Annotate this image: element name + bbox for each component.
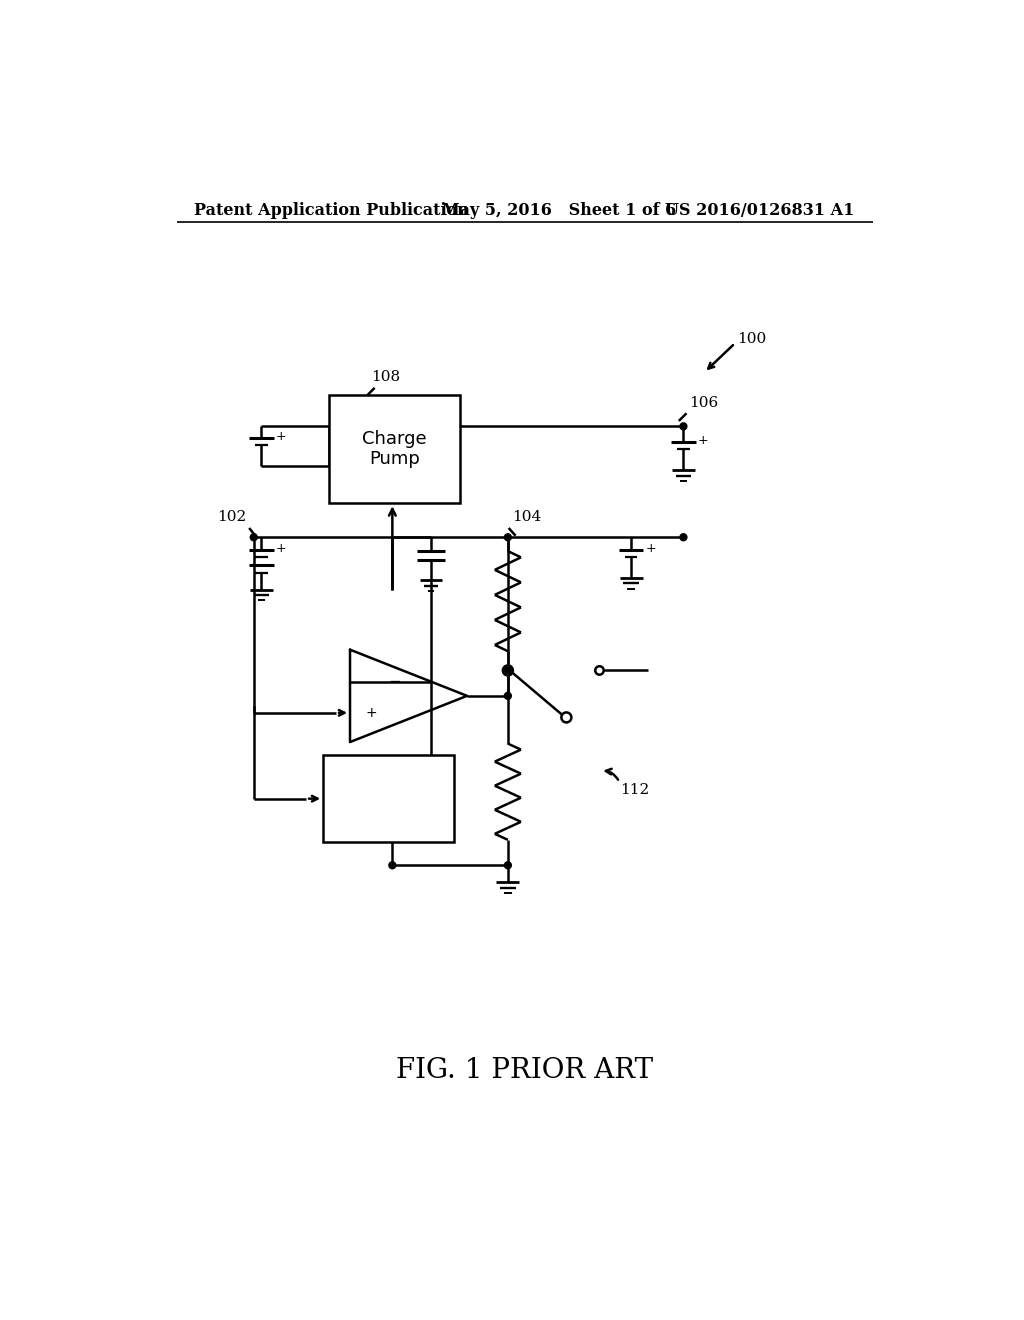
Bar [330, 395, 460, 503]
Circle shape [680, 422, 687, 430]
Text: +: + [698, 434, 709, 446]
Circle shape [250, 533, 257, 541]
Text: Patent Application Publication: Patent Application Publication [195, 202, 469, 219]
Circle shape [503, 665, 513, 676]
Text: Charge
Pump: Charge Pump [362, 430, 427, 469]
Circle shape [505, 667, 511, 675]
Text: +: + [276, 430, 287, 444]
Text: May 5, 2016   Sheet 1 of 6: May 5, 2016 Sheet 1 of 6 [442, 202, 677, 219]
Text: FIG. 1 PRIOR ART: FIG. 1 PRIOR ART [396, 1057, 653, 1084]
Text: 104: 104 [512, 510, 542, 524]
Text: 100: 100 [737, 333, 767, 346]
Circle shape [595, 667, 604, 675]
Text: 106: 106 [689, 396, 719, 411]
Text: 102: 102 [217, 510, 246, 524]
Text: +: + [276, 541, 287, 554]
Circle shape [561, 713, 571, 722]
Circle shape [680, 533, 687, 541]
Text: −: − [388, 675, 401, 689]
Circle shape [505, 533, 511, 541]
Text: +: + [366, 706, 378, 719]
Text: 112: 112 [621, 783, 649, 797]
Bar [323, 755, 454, 842]
Circle shape [505, 862, 511, 869]
Circle shape [505, 693, 511, 700]
Text: +: + [646, 541, 656, 554]
Circle shape [389, 862, 396, 869]
Text: US 2016/0126831 A1: US 2016/0126831 A1 [665, 202, 854, 219]
Text: 108: 108 [372, 370, 400, 384]
